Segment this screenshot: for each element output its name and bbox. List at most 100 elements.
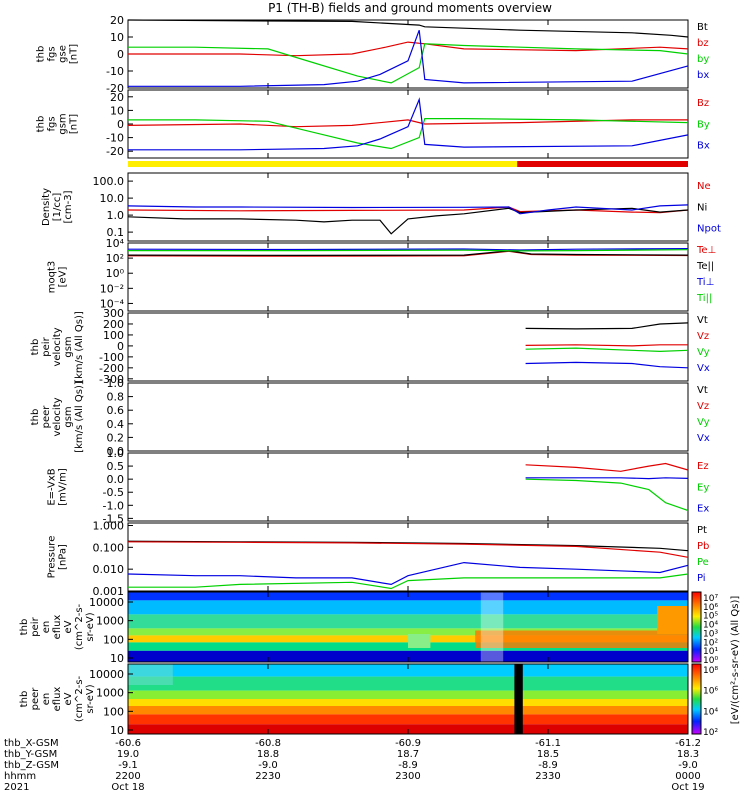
ylabel-line: thb	[36, 46, 47, 63]
y-tick-label: 10⁻⁴	[100, 297, 125, 310]
ylabel-group-fgs_gse: thb fgs gse [nT]	[36, 44, 80, 64]
xaxis-value: -61.2	[675, 738, 701, 749]
spectrogram-peir_spectrogram	[128, 592, 688, 662]
y-tick-label: -20	[106, 82, 124, 95]
legend-npot: Npot	[697, 224, 721, 235]
spectrogram-band	[128, 664, 173, 685]
panel-frame-temperature	[127, 242, 689, 312]
ylabel-line: [nT]	[69, 114, 80, 134]
legend-by: by	[697, 54, 709, 65]
y-tick-label: 10	[110, 31, 124, 44]
y-tick-label: 0.2	[107, 431, 125, 444]
panel-frame-peir_velocity	[127, 312, 689, 382]
y-tick-label: 10	[110, 104, 124, 117]
y-tick-label: 1000	[96, 615, 124, 628]
y-tick-label: 10⁴	[106, 237, 125, 250]
series-fgs_gse-by	[128, 43, 689, 84]
spectrogram-band	[475, 630, 688, 648]
legend-vx: Vx	[697, 433, 710, 444]
colorbar-tick-label: 10³	[703, 629, 718, 639]
y-tick-label: 0.5	[107, 460, 125, 473]
ylabel-group-fgs_gsm: thb fgs gsm [nT]	[36, 113, 80, 134]
series-fgs_gse-bt	[127, 19, 689, 38]
ylabel-line: gsm	[63, 406, 74, 427]
series-efield-ey	[525, 478, 689, 512]
y-tick-label: 0.001	[93, 585, 125, 598]
xaxis-value: 18.5	[537, 749, 559, 760]
xaxis-value: 0000	[675, 771, 700, 782]
spectrogram-band	[128, 628, 688, 636]
xaxis-value: 19.0	[117, 749, 139, 760]
xaxis-row-label: thb_Z-GSM	[4, 760, 59, 771]
colorbar-tick-label: 10⁶	[703, 687, 718, 697]
legend-bt: Bt	[697, 22, 708, 33]
ylabel-line: fgs	[47, 116, 58, 131]
y-tick-label: 10.0	[100, 192, 125, 205]
colorbar-tick-label: 10⁴	[703, 707, 718, 717]
spectrogram-peer_spectrogram	[128, 664, 688, 734]
legend-pt: Pt	[697, 525, 707, 536]
y-tick-label: 300	[103, 307, 124, 320]
y-tick-label: 0	[117, 340, 124, 353]
ylabel-line: velocity	[52, 327, 63, 366]
y-tick-label: 100	[103, 633, 124, 646]
legend-pe: Pe	[697, 557, 709, 568]
spectrogram-band	[128, 650, 688, 662]
xaxis-value: -60.9	[395, 738, 421, 749]
y-tick-label: 0	[117, 48, 124, 61]
colorbar-tick-label: 10⁵	[703, 612, 718, 622]
ylabel-line: thb	[36, 116, 47, 133]
xaxis-row-label: thb_Y-GSM	[4, 749, 57, 760]
ylabel-line: eflux	[52, 615, 63, 640]
legend-te: Te⊥	[696, 245, 716, 256]
series-peir_velocity-vt	[525, 322, 689, 330]
legend-vx: Vx	[697, 363, 710, 374]
xaxis-value: -9.0	[678, 760, 698, 771]
y-tick-label: 1.0	[107, 447, 125, 460]
legend-bx: bx	[697, 70, 709, 81]
spectrogram-band	[128, 699, 688, 706]
xaxis-value: -8.9	[398, 760, 418, 771]
legend-ex: Ex	[697, 504, 709, 515]
y-tick-label: 1.0	[107, 377, 125, 390]
ylabel-line: [km/s (All Qs)]	[74, 311, 85, 383]
y-tick-label: -20	[106, 145, 124, 158]
ylabel-line: thb	[30, 409, 41, 426]
y-tick-label: -1.5	[103, 512, 124, 525]
legend-ni: Ni	[697, 202, 707, 213]
y-tick-label: 20	[110, 91, 124, 104]
legend-ez: Ez	[697, 461, 709, 472]
y-tick-label: 20	[110, 14, 124, 27]
ylabel-group-density: Density [1/cc] [cm-3]	[41, 188, 74, 226]
y-tick-label: 10⁰	[106, 267, 125, 280]
xaxis-value: -9.1	[118, 760, 138, 771]
y-tick-label: -10	[106, 65, 124, 78]
series-efield-ez	[525, 462, 689, 472]
series-peir_velocity-vy	[525, 347, 689, 353]
y-tick-label: 10²	[106, 252, 124, 265]
legend-vt: Vt	[697, 315, 708, 326]
ylabel-group-peer_spectrogram: thb peer en eflux eV (cm^2-s-sr-eV)	[19, 675, 96, 722]
series-peir_velocity-vx	[525, 361, 689, 369]
ylabel-line: [eV]	[58, 267, 69, 288]
y-tick-label: -0.5	[103, 486, 124, 499]
colorbar-tick-label: 10⁴	[703, 621, 718, 631]
spectrogram-band	[128, 714, 688, 725]
xaxis-value: -60.8	[255, 738, 281, 749]
y-tick-label: 100	[103, 329, 124, 342]
y-tick-label: -10	[106, 132, 124, 145]
series-temperature-ti	[127, 248, 689, 251]
series-fgs_gsm-by	[128, 117, 689, 150]
y-tick-label: -300	[99, 373, 124, 386]
ylabel-line: [cm-3]	[63, 190, 74, 223]
legend-ti: Ti||	[696, 293, 712, 304]
xaxis-value: -61.1	[535, 738, 561, 749]
y-tick-label: 0	[117, 118, 124, 131]
legend-vy: Vy	[697, 347, 710, 358]
colorbar-tick-label: 10²	[703, 728, 718, 738]
legend-bz: bz	[697, 38, 709, 49]
colorbar-title: [eV/(cm²-s-sr-eV) (All Qs)]	[730, 596, 741, 725]
ylabel-line: peir	[30, 616, 41, 636]
y-tick-label: 10	[110, 652, 124, 665]
spectrogram-band	[128, 614, 688, 629]
